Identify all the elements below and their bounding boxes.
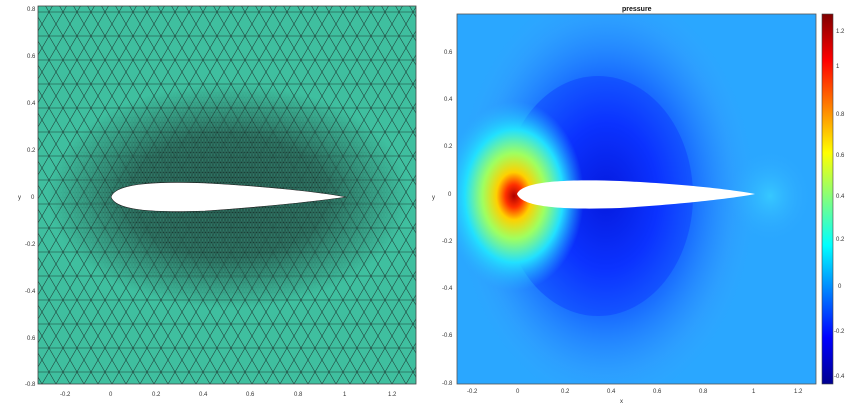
x-tick: 0.2 xyxy=(561,389,570,395)
plot-title: pressure xyxy=(622,6,652,13)
x-tick: 1 xyxy=(752,389,756,395)
x-tick: 0 xyxy=(109,392,113,398)
x-tick: 0.8 xyxy=(294,392,303,398)
y-tick: -0.2 xyxy=(25,242,36,248)
y-tick: 0.2 xyxy=(27,148,36,154)
x-tick: 1 xyxy=(343,392,347,398)
y-tick: -0.6 xyxy=(442,333,453,339)
y-tick: 0.6 xyxy=(27,336,36,342)
y-tick: 0.6 xyxy=(444,50,453,56)
y-tick: 0.2 xyxy=(444,144,453,150)
y-tick: 0 xyxy=(448,192,452,198)
colorbar-gradient xyxy=(821,13,834,385)
y-tick: -0.2 xyxy=(442,239,453,245)
x-tick: -0.2 xyxy=(60,392,71,398)
x-tick: -0.2 xyxy=(467,389,478,395)
colorbar-tick: 1.2 xyxy=(836,29,845,35)
y-tick: 0.4 xyxy=(444,97,453,103)
y-tick: 0.4 xyxy=(27,101,36,107)
colorbar-tick: -0.4 xyxy=(834,374,845,380)
x-tick: 0 xyxy=(516,389,520,395)
colorbar-tick: 0.6 xyxy=(836,153,845,159)
pressure-field xyxy=(457,14,816,384)
airfoil-shape xyxy=(517,180,755,209)
right-x-axis: -0.2 0 0.2 0.4 0.6 0.8 1 1.2 x xyxy=(467,389,803,405)
x-tick: 0.8 xyxy=(699,389,708,395)
colorbar-tick: 0.4 xyxy=(836,194,845,200)
colorbar-tick: 0 xyxy=(838,284,842,290)
y-tick: 0 xyxy=(31,195,35,201)
colorbar-tick: 0.2 xyxy=(836,237,845,243)
x-tick: 0.2 xyxy=(152,392,161,398)
x-tick: 0.6 xyxy=(653,389,662,395)
y-tick: 0.8 xyxy=(27,7,36,13)
pressure-figure: pressure 0.6 0.4 0.2 0 -0.2 -0.4 -0.6 -0… xyxy=(430,0,854,405)
left-y-axis: 0.8 0.6 0.4 0.2 0 -0.2 -0.4 0.6 -0.8 y xyxy=(18,7,36,388)
y-tick: -0.8 xyxy=(442,381,453,387)
pressure-plot: pressure 0.6 0.4 0.2 0 -0.2 -0.4 -0.6 -0… xyxy=(432,6,845,405)
mesh-plot: 0.8 0.6 0.4 0.2 0 -0.2 -0.4 0.6 -0.8 y -… xyxy=(18,5,417,398)
y-tick: 0.6 xyxy=(27,54,36,60)
airfoil-shape xyxy=(110,182,347,212)
colorbar-tick: -0.2 xyxy=(834,329,845,335)
colorbar-tick: 1 xyxy=(836,64,840,70)
x-tick: 1.2 xyxy=(794,389,803,395)
y-axis-label: y xyxy=(432,195,435,201)
right-y-axis: 0.6 0.4 0.2 0 -0.2 -0.4 -0.6 -0.8 y xyxy=(432,50,453,387)
colorbar-tick: 0.8 xyxy=(836,112,845,118)
x-tick: 0.4 xyxy=(607,389,616,395)
y-tick: -0.4 xyxy=(442,286,453,292)
x-tick: 0.6 xyxy=(246,392,255,398)
mesh-figure: 0.8 0.6 0.4 0.2 0 -0.2 -0.4 0.6 -0.8 y -… xyxy=(0,0,430,405)
y-tick: -0.8 xyxy=(25,382,36,388)
x-axis-label: x xyxy=(620,399,623,405)
x-tick: 0.4 xyxy=(199,392,208,398)
y-tick: -0.4 xyxy=(25,289,36,295)
colorbar: 1.2 1 0.8 0.6 0.4 0.2 0 -0.2 -0.4 xyxy=(821,13,845,385)
left-x-axis: -0.2 0 0.2 0.4 0.6 0.8 1 1.2 xyxy=(60,392,397,398)
y-axis-label: y xyxy=(18,195,21,201)
x-tick: 1.2 xyxy=(388,392,397,398)
